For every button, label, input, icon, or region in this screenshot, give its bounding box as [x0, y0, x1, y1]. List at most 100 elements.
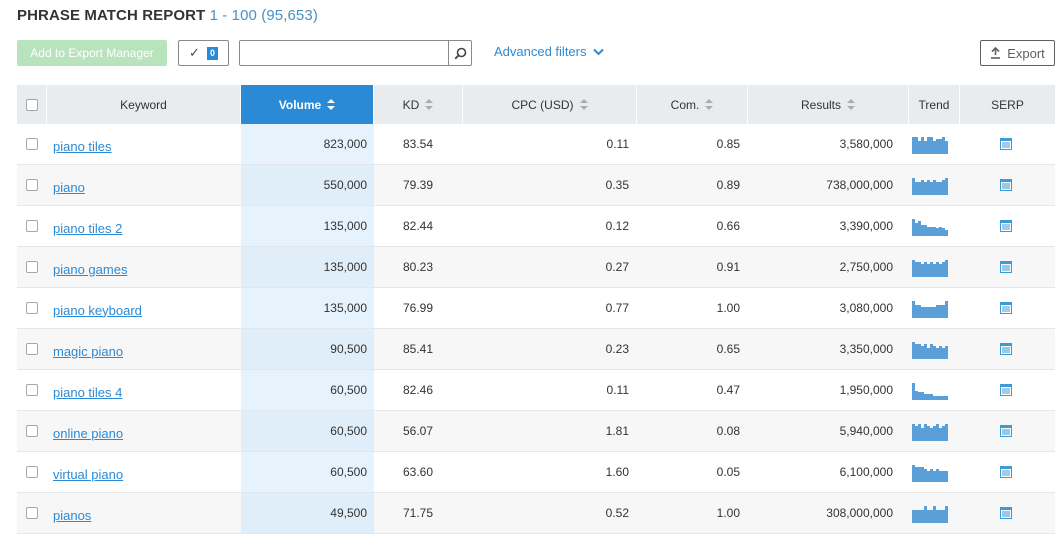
volume-cell: 135,000: [241, 206, 374, 246]
trend-bar: [924, 469, 927, 482]
trend-bar: [927, 137, 930, 154]
keyword-link[interactable]: virtual piano: [53, 466, 124, 482]
keyword-link[interactable]: pianos: [53, 507, 92, 523]
trend-bar: [918, 305, 921, 318]
serp-page-icon[interactable]: [1000, 425, 1012, 437]
row-select: [26, 247, 40, 287]
com-cell: 0.65: [716, 342, 740, 356]
row-checkbox[interactable]: [26, 179, 38, 191]
keyword-link[interactable]: piano games: [53, 261, 128, 277]
volume-cell: 823,000: [241, 124, 374, 164]
keyword-link[interactable]: piano tiles 4: [53, 384, 123, 400]
trend-cell: [912, 411, 952, 451]
row-checkbox[interactable]: [26, 384, 38, 396]
serp-page-icon[interactable]: [1000, 261, 1012, 273]
trend-chart: [912, 260, 948, 277]
table-header: Keyword Volume KD CPC (USD) Com. Results…: [17, 85, 1055, 124]
trend-bar: [945, 424, 948, 441]
cpc-cell: 0.35: [605, 178, 629, 192]
serp-page-icon[interactable]: [1000, 507, 1012, 519]
trend-bar: [927, 348, 930, 359]
keyword-link[interactable]: piano tiles: [53, 138, 112, 154]
trend-bar: [933, 506, 936, 523]
export-button[interactable]: Export: [980, 40, 1055, 66]
table-row: piano games 135,000 80.23 0.27 0.91 2,750,000: [17, 247, 1055, 288]
trend-chart: [912, 301, 948, 318]
row-checkbox[interactable]: [26, 261, 38, 273]
trend-bar: [945, 301, 948, 318]
serp-page-icon[interactable]: [1000, 302, 1012, 314]
keyword-cell: piano tiles: [53, 124, 238, 164]
header-volume[interactable]: Volume: [241, 85, 374, 124]
serp-page-icon[interactable]: [1000, 384, 1012, 396]
row-checkbox[interactable]: [26, 220, 38, 232]
trend-cell: [912, 165, 952, 205]
trend-bar: [945, 396, 948, 400]
keyword-link[interactable]: piano: [53, 179, 85, 195]
keyword-cell: piano tiles 2: [53, 206, 238, 246]
keywords-table: Keyword Volume KD CPC (USD) Com. Results…: [17, 85, 1055, 534]
trend-chart: [912, 342, 948, 359]
trend-bar: [918, 344, 921, 359]
serp-page-icon[interactable]: [1000, 466, 1012, 478]
serp-page-icon[interactable]: [1000, 220, 1012, 232]
trend-bar: [939, 227, 942, 236]
trend-bar: [915, 426, 918, 441]
trend-bar: [927, 394, 930, 400]
trend-bar: [930, 227, 933, 236]
add-to-export-manager-button[interactable]: Add to Export Manager: [17, 40, 167, 66]
header-trend-label: Trend: [918, 97, 950, 112]
select-all-dropdown[interactable]: ✓ 0: [178, 40, 229, 66]
row-checkbox[interactable]: [26, 507, 38, 519]
keyword-cell: piano keyboard: [53, 288, 238, 328]
trend-cell: [912, 329, 952, 369]
volume-cell: 60,500: [241, 370, 374, 410]
kd-cell: 83.54: [403, 137, 434, 151]
header-kd[interactable]: KD: [374, 85, 463, 124]
serp-page-icon[interactable]: [1000, 179, 1012, 191]
header-cpc[interactable]: CPC (USD): [463, 85, 637, 124]
row-checkbox[interactable]: [26, 466, 38, 478]
results-cell: 3,580,000: [839, 137, 893, 151]
results-cell: 2,750,000: [839, 260, 893, 274]
trend-chart: [912, 424, 948, 441]
row-checkbox[interactable]: [26, 138, 38, 150]
serp-cell: [1000, 206, 1016, 246]
trend-bar: [942, 396, 945, 400]
trend-bar: [936, 396, 939, 400]
trend-bar: [936, 305, 939, 318]
header-com[interactable]: Com.: [637, 85, 748, 124]
cpc-cell: 0.27: [605, 260, 629, 274]
advanced-filters-toggle[interactable]: Advanced filters: [494, 44, 604, 59]
keyword-link[interactable]: piano tiles 2: [53, 220, 123, 236]
select-all-checkbox[interactable]: [25, 98, 38, 111]
trend-bar: [924, 424, 927, 441]
results-cell: 738,000,000: [826, 178, 893, 192]
header-volume-label: Volume: [278, 97, 322, 112]
serp-page-icon[interactable]: [1000, 343, 1012, 355]
search-button[interactable]: [448, 41, 471, 65]
trend-bar: [933, 426, 936, 441]
header-keyword[interactable]: Keyword: [47, 85, 241, 124]
row-checkbox[interactable]: [26, 302, 38, 314]
trend-bar: [921, 264, 924, 277]
table-row: magic piano 90,500 85.41 0.23 0.65 3,350,000: [17, 329, 1055, 370]
trend-bar: [939, 264, 942, 277]
header-results[interactable]: Results: [748, 85, 909, 124]
keyword-link[interactable]: piano keyboard: [53, 302, 142, 318]
table-row: piano keyboard 135,000 76.99 0.77 1.00 3,080,…: [17, 288, 1055, 329]
serp-cell: [1000, 452, 1016, 492]
row-checkbox[interactable]: [26, 343, 38, 355]
sort-icon: [847, 99, 855, 110]
trend-bar: [927, 471, 930, 482]
keyword-link[interactable]: online piano: [53, 425, 124, 441]
keyword-link[interactable]: magic piano: [53, 343, 124, 359]
trend-bar: [936, 228, 939, 236]
row-select: [26, 165, 40, 205]
results-cell: 1,950,000: [839, 383, 893, 397]
trend-bar: [912, 510, 915, 523]
serp-page-icon[interactable]: [1000, 138, 1012, 150]
table-row: online piano 60,500 56.07 1.81 0.08 5,940,000: [17, 411, 1055, 452]
search-input[interactable]: [240, 41, 457, 65]
row-checkbox[interactable]: [26, 425, 38, 437]
